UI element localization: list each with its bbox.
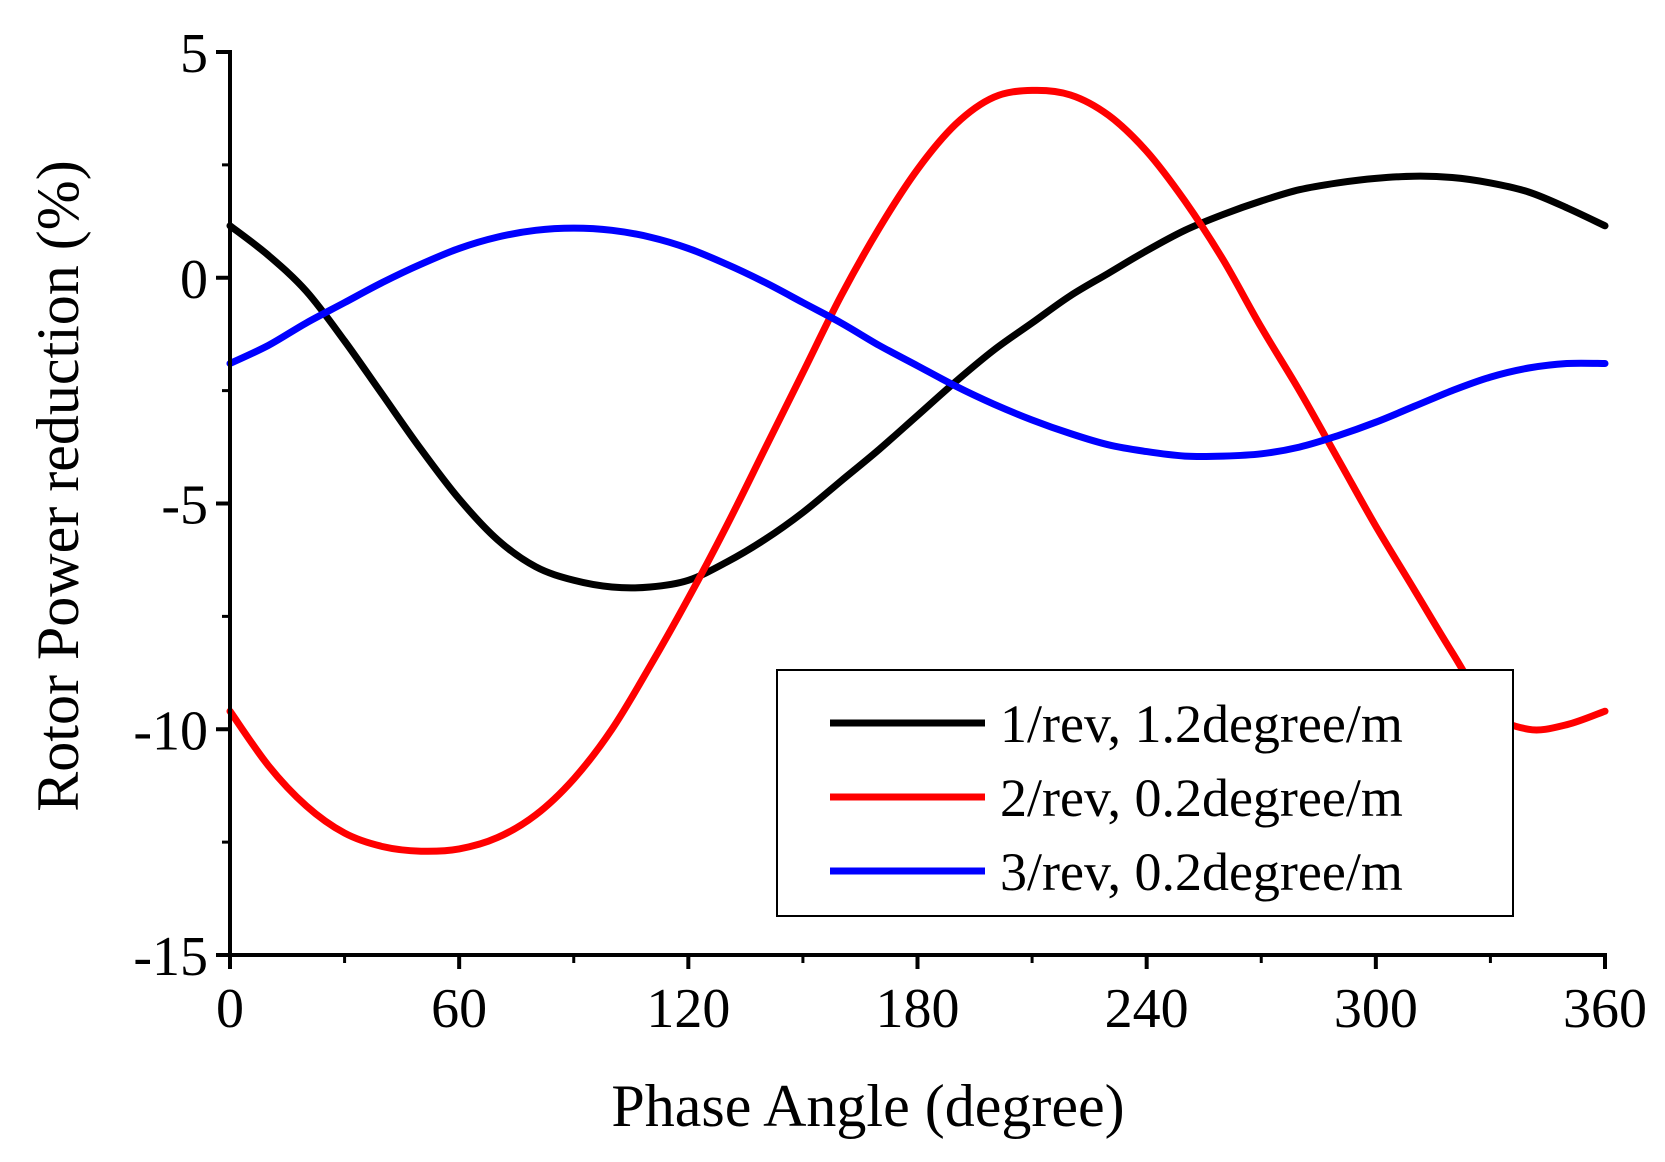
legend-item: 1/rev, 1.2degree/m bbox=[830, 694, 1403, 754]
y-tick-label: -15 bbox=[133, 926, 208, 988]
plot-area bbox=[226, 86, 1609, 855]
x-tick-label: 60 bbox=[431, 978, 487, 1040]
series-line-1rev bbox=[226, 172, 1609, 592]
y-tick-label: -5 bbox=[161, 475, 208, 537]
y-tick-label: 0 bbox=[180, 249, 208, 311]
legend-label-3rev: 3/rev, 0.2degree/m bbox=[1000, 842, 1403, 902]
x-axis-title: Phase Angle (degree) bbox=[611, 1073, 1124, 1139]
x-tick-label: 240 bbox=[1105, 978, 1189, 1040]
x-tick-label: 300 bbox=[1334, 978, 1418, 1040]
legend-label-1rev: 1/rev, 1.2degree/m bbox=[1000, 694, 1403, 754]
legend-item: 3/rev, 0.2degree/m bbox=[830, 842, 1403, 902]
legend-item: 2/rev, 0.2degree/m bbox=[830, 768, 1403, 828]
axes: 0 60 120 180 240 300 360 5 0 -5 -10 -15 bbox=[133, 23, 1647, 1040]
x-tick-label: 0 bbox=[216, 978, 244, 1040]
legend-box bbox=[776, 669, 1514, 917]
series-line-3rev bbox=[226, 224, 1609, 461]
legend: 1/rev, 1.2degree/m 2/rev, 0.2degree/m 3/… bbox=[776, 669, 1514, 917]
x-tick-label: 360 bbox=[1563, 978, 1647, 1040]
y-axis-title: Rotor Power reduction (%) bbox=[25, 160, 91, 812]
series-line-2rev bbox=[226, 86, 1609, 855]
legend-label-2rev: 2/rev, 0.2degree/m bbox=[1000, 768, 1403, 828]
x-tick-label: 120 bbox=[646, 978, 730, 1040]
x-tick-label: 180 bbox=[876, 978, 960, 1040]
y-tick-label: 5 bbox=[180, 23, 208, 85]
y-tick-label: -10 bbox=[133, 700, 208, 762]
